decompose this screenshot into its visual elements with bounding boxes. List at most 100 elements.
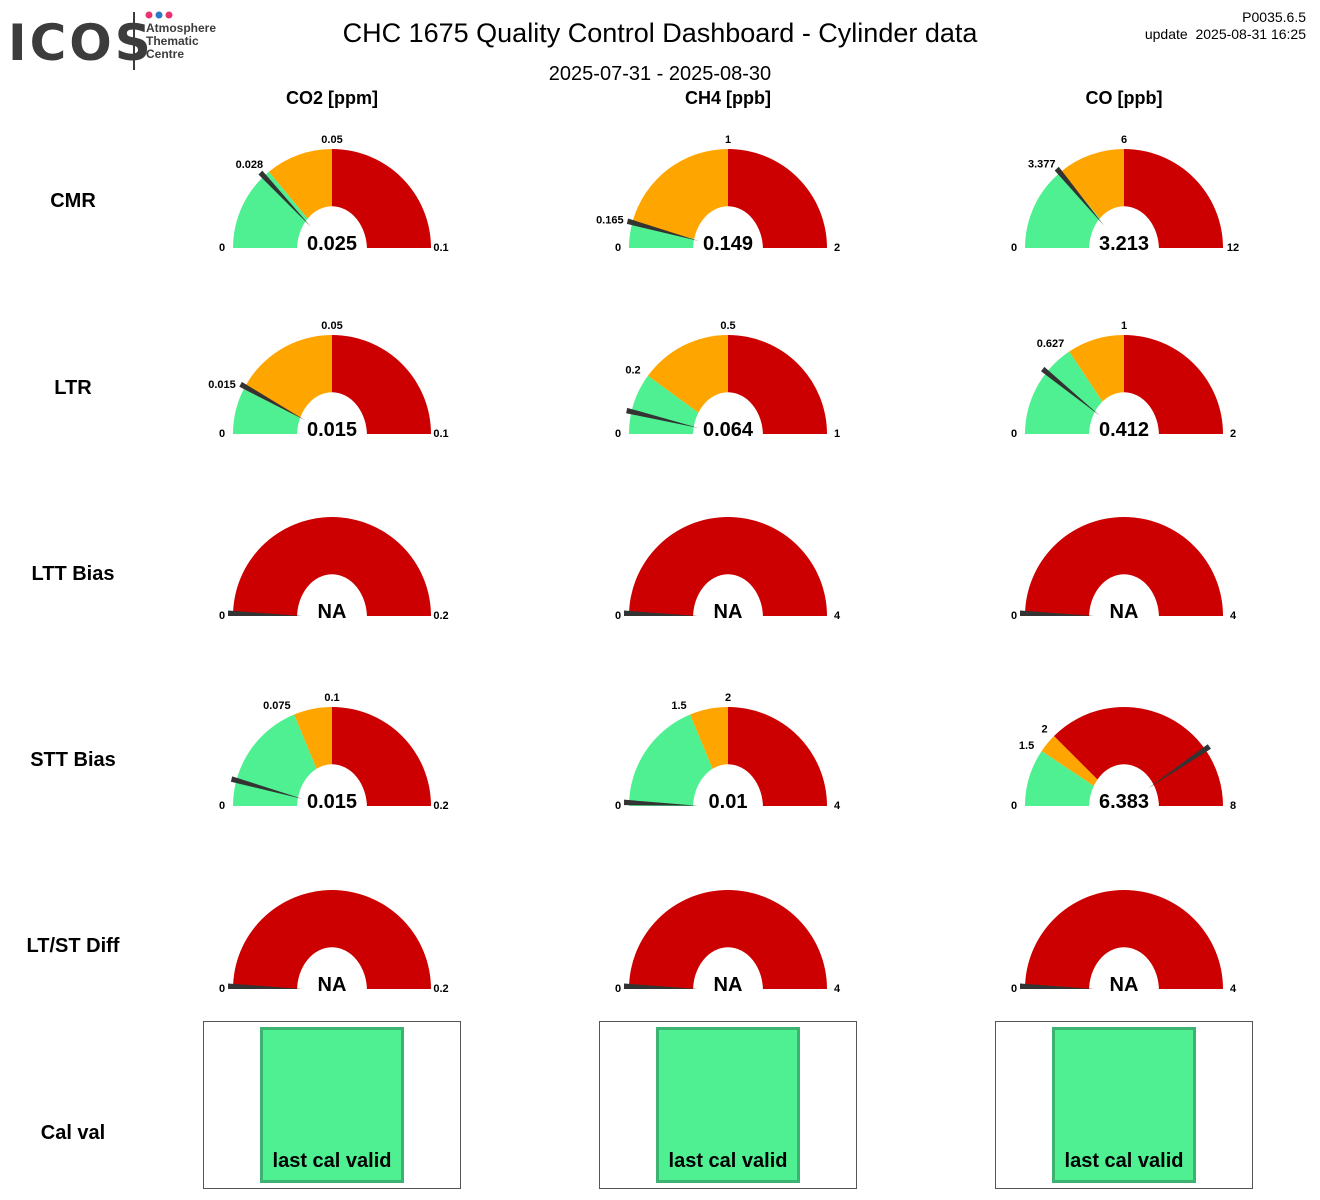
- gauge-max-label: 2: [1230, 428, 1236, 440]
- gauge-green-threshold-label: 0.028: [236, 159, 264, 171]
- gauge-min-label: 0: [1011, 428, 1017, 440]
- gauge-needle: [626, 407, 699, 429]
- cal-val-indicator: [260, 1027, 404, 1183]
- gauge-orange-threshold-label: 0.1: [324, 692, 339, 704]
- gauge-value-label: 3.213: [1099, 233, 1149, 255]
- gauge-ltt-bias-co-ppb: 0 4 NA: [1011, 517, 1237, 662]
- gauge-max-label: 0.2: [433, 610, 448, 622]
- gauge-max-label: 4: [1230, 610, 1237, 622]
- logo-subtitle-line: Thematic: [146, 34, 199, 48]
- column-header-co-ppb: CO [ppb]: [1086, 88, 1163, 108]
- gauge-hub: [693, 947, 763, 1035]
- gauge-min-label: 0: [615, 242, 621, 254]
- gauge-green-threshold-label: 0.075: [263, 700, 291, 712]
- gauge-hub: [693, 764, 763, 852]
- gauge-value-label: 0.064: [703, 419, 754, 441]
- version-label: P0035.6.5: [1242, 9, 1306, 25]
- gauge-needle: [1020, 610, 1094, 616]
- row-label-lt-st-diff: LT/ST Diff: [27, 935, 120, 957]
- gauge-needle: [626, 218, 699, 242]
- gauge-cmr-co2-ppm: 0 0.1 0.028 0.05 0.025: [219, 134, 449, 294]
- icos-wordmark: ICOS: [8, 14, 154, 72]
- logo-subtitle-line: Atmosphere: [146, 21, 216, 35]
- gauge-red-zone: [233, 517, 431, 616]
- gauge-max-label: 0.2: [433, 983, 448, 995]
- row-label-ltt-bias: LTT Bias: [32, 563, 115, 585]
- cal-val-ch4-ppb: last cal valid: [599, 1021, 857, 1189]
- page-title: CHC 1675 Quality Control Dashboard - Cyl…: [342, 18, 978, 48]
- gauge-max-label: 4: [834, 983, 841, 995]
- gauge-hub: [693, 206, 763, 294]
- gauge-min-label: 0: [615, 800, 621, 812]
- gauge-value-label: NA: [1110, 601, 1139, 623]
- gauge-max-label: 4: [1230, 983, 1237, 995]
- cal-val-label: last cal valid: [273, 1150, 392, 1172]
- gauge-red-zone: [1025, 890, 1223, 989]
- gauge-needle: [228, 610, 302, 616]
- gauge-value-label: NA: [318, 974, 347, 996]
- gauge-min-label: 0: [1011, 800, 1017, 812]
- gauge-min-label: 0: [219, 242, 225, 254]
- gauge-min-label: 0: [219, 610, 225, 622]
- cal-val-indicator: [1052, 1027, 1196, 1183]
- gauge-needle: [624, 983, 698, 989]
- gauge-red-zone: [1053, 707, 1223, 806]
- gauge-orange-threshold-label: 0.05: [321, 320, 342, 332]
- gauge-red-zone: [629, 890, 827, 989]
- date-range: 2025-07-31 - 2025-08-30: [548, 63, 772, 85]
- row-label-cmr: CMR: [50, 190, 96, 212]
- gauge-stt-bias-ch4-ppb: 0 4 1.5 2 0.01: [615, 692, 841, 852]
- gauge-needle: [1054, 166, 1105, 226]
- gauge-hub: [297, 947, 367, 1035]
- gauge-green-threshold-label: 3.377: [1028, 158, 1056, 170]
- gauge-needle: [230, 776, 303, 799]
- gauge-lt-st-diff-ch4-ppb: 0 4 NA: [615, 890, 841, 1035]
- gauge-value-label: 0.025: [307, 233, 357, 255]
- gauge-green-threshold-label: 0.2: [625, 365, 640, 377]
- gauge-min-label: 0: [615, 610, 621, 622]
- gauge-stt-bias-co2-ppm: 0 0.2 0.075 0.1 0.015: [219, 692, 449, 852]
- cal-val-label: last cal valid: [669, 1150, 788, 1172]
- gauge-max-label: 4: [834, 610, 841, 622]
- gauge-lt-st-diff-co2-ppm: 0 0.2 NA: [219, 890, 449, 1035]
- gauge-green-threshold-label: 1.5: [1019, 740, 1034, 752]
- gauge-green-threshold-label: 1.5: [671, 700, 686, 712]
- gauge-min-label: 0: [219, 800, 225, 812]
- gauge-hub: [297, 574, 367, 662]
- gauge-orange-threshold-label: 1: [725, 134, 731, 146]
- gauge-needle: [624, 799, 699, 806]
- gauge-needle: [1020, 983, 1094, 989]
- gauge-min-label: 0: [615, 983, 621, 995]
- gauge-hub: [1089, 574, 1159, 662]
- cal-val-co2-ppm: last cal valid: [203, 1021, 461, 1189]
- gauge-lt-st-diff-co-ppb: 0 4 NA: [1011, 890, 1237, 1035]
- gauge-hub: [693, 574, 763, 662]
- gauge-red-zone: [629, 517, 827, 616]
- gauge-needle: [228, 983, 302, 989]
- gauge-orange-threshold-label: 0.5: [720, 320, 735, 332]
- gauge-hub: [297, 206, 367, 294]
- gauge-orange-threshold-label: 0.05: [321, 134, 342, 146]
- cal-val-label: last cal valid: [1065, 1150, 1184, 1172]
- gauge-green-threshold-label: 0.165: [596, 214, 624, 226]
- row-label-ltr: LTR: [54, 377, 92, 399]
- cal-val-indicator: [656, 1027, 800, 1183]
- gauge-value-label: 0.01: [709, 791, 748, 813]
- gauge-orange-threshold-label: 1: [1121, 320, 1127, 332]
- gauge-hub: [297, 764, 367, 852]
- gauge-red-zone: [1025, 517, 1223, 616]
- gauge-max-label: 4: [834, 800, 841, 812]
- gauge-value-label: NA: [318, 601, 347, 623]
- gauge-min-label: 0: [219, 428, 225, 440]
- gauge-min-label: 0: [1011, 242, 1017, 254]
- gauge-hub: [1089, 206, 1159, 294]
- gauge-ltr-ch4-ppb: 0 1 0.2 0.5 0.064: [615, 320, 840, 480]
- logo-divider: [133, 12, 135, 70]
- gauge-ltt-bias-ch4-ppb: 0 4 NA: [615, 517, 841, 662]
- gauge-min-label: 0: [615, 428, 621, 440]
- gauge-value-label: NA: [714, 601, 743, 623]
- gauge-max-label: 0.1: [433, 428, 448, 440]
- gauge-ltr-co2-ppm: 0 0.1 0.015 0.05 0.015: [208, 320, 449, 480]
- gauge-hub: [1089, 764, 1159, 852]
- gauge-hub: [1089, 947, 1159, 1035]
